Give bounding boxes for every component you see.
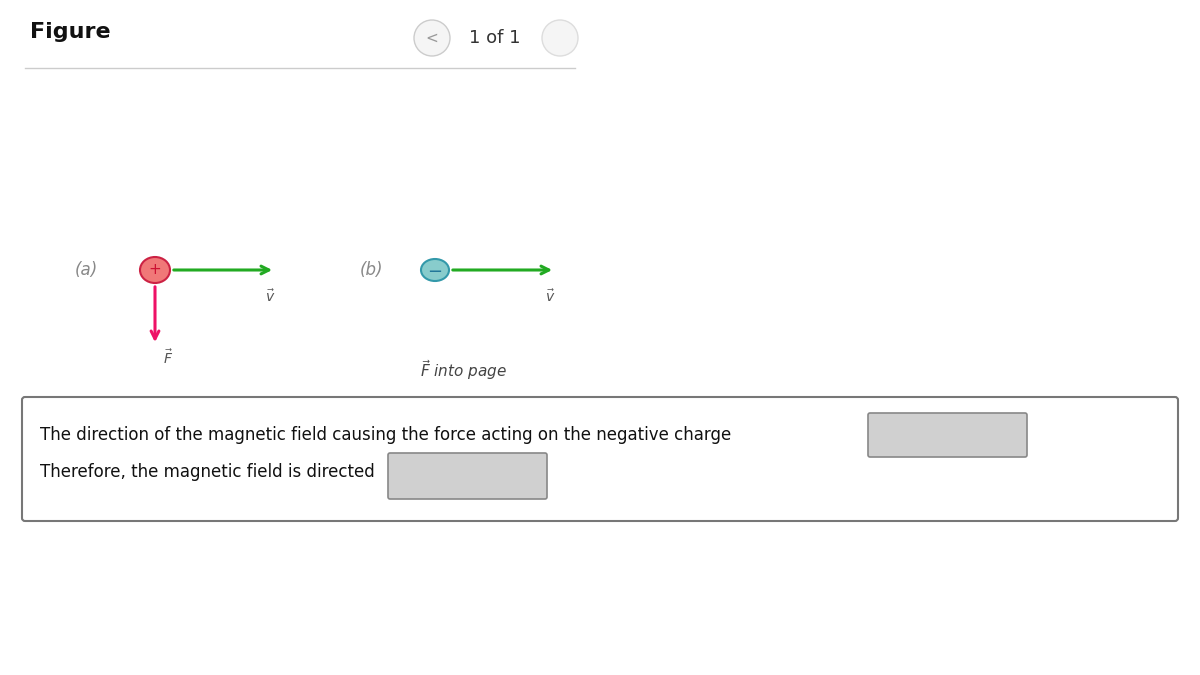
Text: $\vec{F}$: $\vec{F}$	[163, 348, 173, 367]
Text: $\vec{v}$: $\vec{v}$	[545, 288, 556, 304]
Text: The direction of the magnetic field causing the force acting on the negative cha: The direction of the magnetic field caus…	[40, 426, 731, 444]
Text: (a): (a)	[74, 261, 98, 279]
Ellipse shape	[421, 259, 449, 281]
Circle shape	[414, 20, 450, 56]
Text: Therefore, the magnetic field is directed: Therefore, the magnetic field is directe…	[40, 463, 374, 481]
Circle shape	[542, 20, 578, 56]
Text: $\vec{v}$: $\vec{v}$	[265, 288, 275, 304]
Ellipse shape	[140, 257, 170, 283]
Text: $+$: $+$	[149, 263, 162, 277]
Text: $\vec{F}$ into page: $\vec{F}$ into page	[420, 358, 508, 382]
Text: Figure: Figure	[30, 22, 110, 42]
Text: 1 of 1: 1 of 1	[469, 29, 521, 47]
Text: <: <	[426, 30, 438, 45]
FancyBboxPatch shape	[868, 413, 1027, 457]
FancyBboxPatch shape	[388, 453, 547, 499]
Text: $-$: $-$	[427, 261, 443, 279]
Text: (b): (b)	[360, 261, 384, 279]
FancyBboxPatch shape	[22, 397, 1178, 521]
